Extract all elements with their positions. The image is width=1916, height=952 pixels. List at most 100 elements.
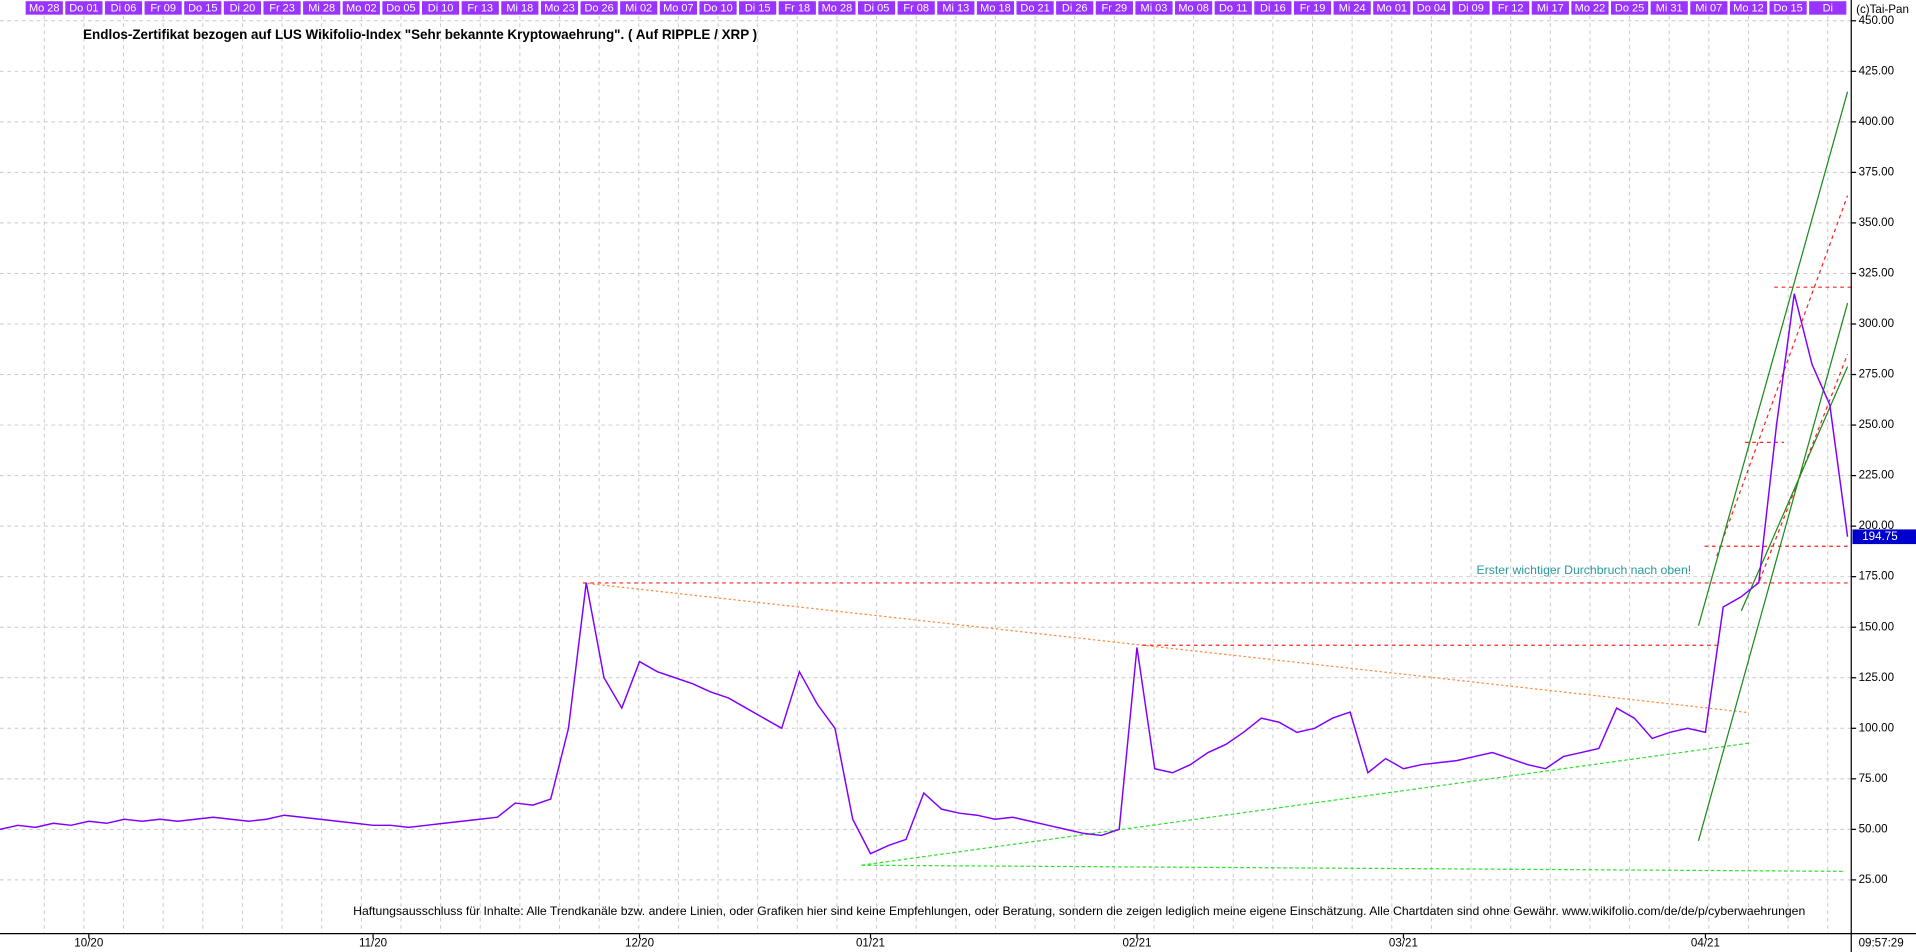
date-box (1492, 1, 1530, 15)
y-tick-label: 125.00 (1859, 671, 1894, 684)
top-date-label: Mi 17 (1537, 2, 1564, 14)
y-tick-label: 300.00 (1859, 317, 1894, 330)
top-date-label: Di (1823, 2, 1833, 14)
top-date-label: Mo 07 (663, 2, 694, 14)
top-date-label: Do 21 (1020, 2, 1049, 14)
top-date-label: Mi 28 (308, 2, 335, 14)
top-date-label: Do 15 (188, 2, 217, 14)
date-box (303, 1, 341, 15)
top-date-label: Mo 08 (1178, 2, 1209, 14)
top-date-label: Fr 13 (467, 2, 493, 14)
date-box (104, 1, 143, 15)
date-box (461, 1, 499, 15)
grid (0, 15, 1852, 934)
date-box (976, 1, 1015, 15)
y-tick-label: 400.00 (1859, 115, 1894, 128)
date-box (778, 1, 816, 15)
date-box (580, 1, 618, 15)
top-date-label: Do 01 (69, 2, 98, 14)
top-date-label: Mo 28 (822, 2, 853, 14)
date-box (1690, 1, 1728, 15)
date-box (699, 1, 737, 15)
top-date-label: Mi 31 (1656, 2, 1683, 14)
time: 09:57:29 (1859, 937, 1904, 950)
top-date-label: Do 05 (386, 2, 415, 14)
trend-line (1697, 91, 1849, 626)
annotation: Erster wichtiger Durchbruch nach oben! (1477, 563, 1692, 577)
date-box (1571, 1, 1609, 15)
y-tick-label: 25.00 (1859, 873, 1888, 886)
top-date-label: Mo 02 (346, 2, 377, 14)
trend-lines (582, 91, 1852, 872)
top-date-label: Do 11 (1219, 2, 1247, 14)
date-box (1056, 1, 1094, 15)
y-tick-label: 200.00 (1859, 519, 1894, 532)
date-box (739, 1, 777, 15)
date-box (1135, 1, 1173, 15)
x-tick-label: 03/21 (1389, 937, 1418, 950)
trend-line (861, 742, 1750, 866)
plot (0, 293, 1849, 855)
date-box (1214, 1, 1252, 15)
date-box (144, 1, 182, 15)
y-tick-label: 275.00 (1859, 368, 1894, 381)
x-tick-label: 04/21 (1691, 937, 1720, 950)
y-tick-label: 150.00 (1859, 620, 1894, 633)
y-tick-label: 225.00 (1859, 469, 1894, 482)
date-box (540, 1, 579, 15)
top-date-label: Do 10 (703, 2, 732, 14)
y-tick-label: 375.00 (1859, 165, 1894, 178)
date-box (897, 1, 935, 15)
y-tick-label: 50.00 (1859, 822, 1888, 835)
top-date-label: Di 16 (1260, 2, 1286, 14)
date-box (1610, 1, 1649, 15)
x-tick-label: 11/20 (359, 937, 387, 950)
top-date-label: Di 15 (745, 2, 771, 14)
date-box (1769, 1, 1807, 15)
date-box (1333, 1, 1371, 15)
top-date-label: Di 20 (230, 2, 256, 14)
top-date-label: Di 06 (111, 2, 137, 14)
top-date-label: Do 26 (584, 2, 613, 14)
date-box (1531, 1, 1569, 15)
top-date-label: Fr 29 (1102, 2, 1128, 14)
top-date-label: Mi 07 (1695, 2, 1722, 14)
date-box (1452, 1, 1490, 15)
top-dates: Mo 28 Do 01 Di 06 Fr 09 Do 15 Di 20 Fr 23 Mi 28… (25, 1, 1847, 15)
top-date-label: Di 05 (864, 2, 890, 14)
x-tick-label: 12/20 (625, 937, 654, 950)
top-date-label: Mi 13 (942, 2, 969, 14)
x-tick-label: 02/21 (1122, 937, 1151, 950)
top-date-label: Mo 12 (1733, 2, 1764, 14)
top-date-label: Mo 22 (1575, 2, 1606, 14)
top-date-label: Di 09 (1458, 2, 1484, 14)
top-date-label: Di 26 (1062, 2, 1088, 14)
date-box (223, 1, 262, 15)
date-box (620, 1, 658, 15)
date-box (1412, 1, 1451, 15)
y-tick-label: 325.00 (1859, 267, 1894, 280)
date-box (1809, 1, 1847, 15)
top-date-label: Fr 19 (1300, 2, 1326, 14)
date-box (1254, 1, 1292, 15)
top-date-label: Mi 18 (506, 2, 533, 14)
trend-line (861, 864, 1846, 872)
y-tick-label: 450.00 (1859, 14, 1894, 27)
top-date-label: Fr 08 (903, 2, 929, 14)
last-value-box (1852, 529, 1916, 545)
top-date-label: Fr 09 (150, 2, 176, 14)
top-date-label: Fr 18 (784, 2, 810, 14)
top-date-label: Mi 02 (625, 2, 652, 14)
date-box (1175, 1, 1213, 15)
top-date-label: Mo 01 (1377, 2, 1408, 14)
trend-line (1697, 302, 1849, 841)
y-tick-label: 75.00 (1859, 772, 1888, 785)
date-box (263, 1, 301, 15)
date-box (937, 1, 975, 15)
date-box (1729, 1, 1768, 15)
y-tick-label: 100.00 (1859, 721, 1894, 734)
x-tick-label: 01/21 (856, 937, 885, 950)
